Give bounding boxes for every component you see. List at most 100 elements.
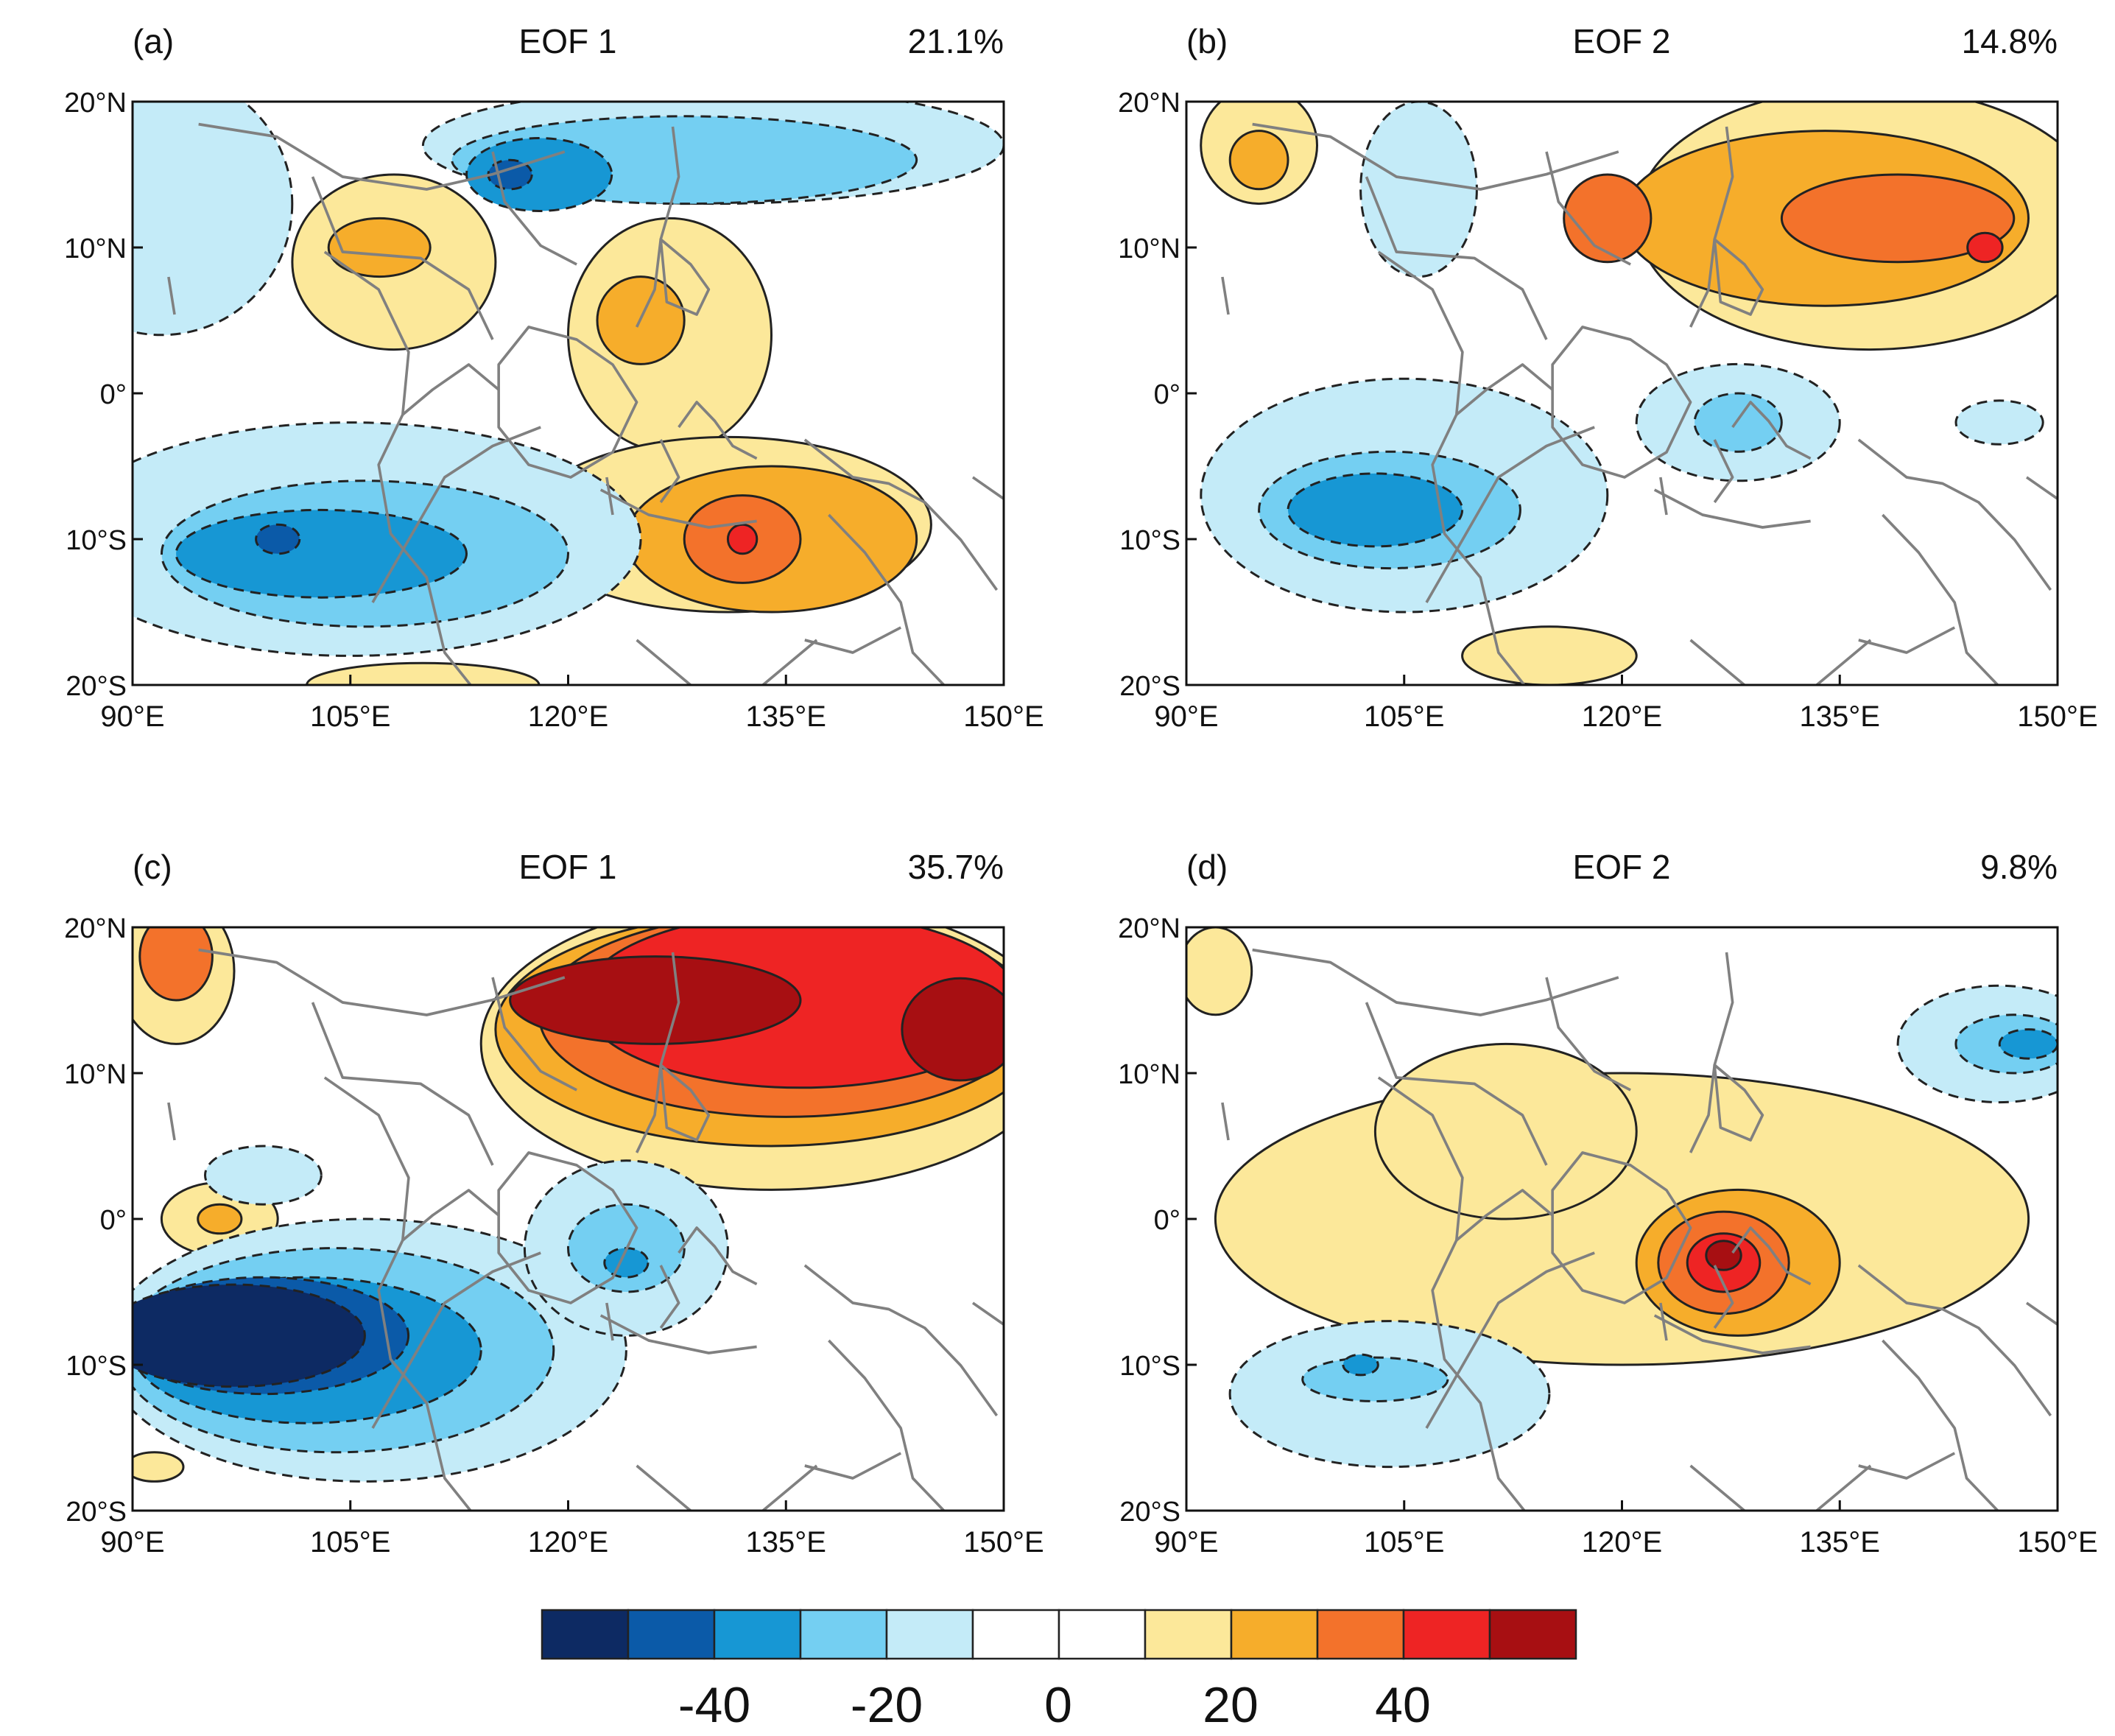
panel-b-fills bbox=[1200, 102, 2058, 685]
map-panel-b: (b) EOF 2 14.8% 20°N 10°N 0° 10°S 20°S 90°E 1… bbox=[1118, 22, 2098, 733]
panel-a-contour-region-17 bbox=[255, 523, 301, 555]
panel-c-contour-region-16 bbox=[133, 1283, 366, 1388]
panel-b-lon-tick-label: 150°E bbox=[2017, 700, 2097, 733]
panel-d-lat-tick-label: 10°S bbox=[1119, 1351, 1180, 1382]
panel-d-lat-tick-label: 10°N bbox=[1118, 1059, 1180, 1090]
panel-a-lon-tick-label: 120°E bbox=[528, 700, 608, 733]
panel-b-contour-region-13 bbox=[1693, 392, 1783, 453]
map-panel-c: (c) EOF 1 35.7% 20°N 10°N 0° 10°S 20°S 90°E 1… bbox=[64, 848, 1044, 1558]
colorbar-swatch-1 bbox=[541, 1609, 630, 1660]
panel-d-contour-region-7 bbox=[1186, 927, 1253, 1016]
panel-c-contour-region-10 bbox=[197, 1203, 243, 1235]
panel-b-lat-tick-label: 10°N bbox=[1118, 233, 1180, 264]
panel-c-lon-tick-label: 150°E bbox=[963, 1526, 1044, 1558]
panel-a-lat-tick-label: 20°N bbox=[64, 88, 127, 119]
panel-c-contour-region-11 bbox=[204, 1145, 323, 1206]
colorbar-swatch-7 bbox=[1058, 1609, 1147, 1660]
panel-d-contour-region-13 bbox=[1998, 1028, 2058, 1060]
colorbar-swatch-6 bbox=[971, 1609, 1060, 1660]
panel-b-contour-region-6 bbox=[1780, 173, 2016, 264]
panel-c-title: EOF 1 bbox=[519, 848, 617, 886]
panel-b-tag: (b) bbox=[1186, 22, 1228, 60]
panel-b-lat-ticks: 20°N 10°N 0° 10°S 20°S bbox=[1118, 88, 1197, 702]
panel-a-contour-region-13 bbox=[726, 523, 759, 555]
panel-d-lon-tick-label: 150°E bbox=[2017, 1526, 2097, 1558]
panel-c-lat-tick-label: 10°N bbox=[64, 1059, 127, 1090]
panel-b-contour-region-8 bbox=[1966, 231, 2004, 264]
colorbar-label-4: 20 bbox=[1203, 1677, 1259, 1733]
panel-b-lon-tick-label: 120°E bbox=[1582, 700, 1662, 733]
panel-c-lon-tick-label: 90°E bbox=[100, 1526, 164, 1558]
panel-c-tag: (c) bbox=[133, 848, 172, 886]
panel-b-lat-tick-label: 20°S bbox=[1119, 671, 1180, 702]
colorbar-swatch-4 bbox=[799, 1609, 888, 1660]
panel-b-contour-region-7 bbox=[1563, 173, 1653, 264]
panel-d-lat-tick-label: 20°N bbox=[1118, 913, 1180, 944]
panel-c-lat-tick-label: 20°S bbox=[66, 1497, 127, 1528]
panel-a-title: EOF 1 bbox=[519, 22, 617, 60]
colorbar-label-1: -40 bbox=[678, 1677, 750, 1733]
panel-c-lon-tick-label: 120°E bbox=[528, 1526, 608, 1558]
panel-d-lon-tick-label: 90°E bbox=[1154, 1526, 1218, 1558]
panel-c-lon-tick-label: 105°E bbox=[310, 1526, 390, 1558]
colorbar-swatch-9 bbox=[1230, 1609, 1319, 1660]
panel-a-lat-ticks: 20°N 10°N 0° 10°S 20°S bbox=[64, 88, 143, 702]
panel-b-lon-tick-label: 135°E bbox=[1800, 700, 1880, 733]
panel-d-lon-tick-label: 135°E bbox=[1800, 1526, 1880, 1558]
panel-a-contour-region-1 bbox=[133, 102, 294, 337]
panel-b-contour-region-3 bbox=[1359, 102, 1478, 278]
panel-a-lat-tick-label: 20°S bbox=[66, 671, 127, 702]
panel-b-title: EOF 2 bbox=[1573, 22, 1671, 60]
map-panel-d: (d) EOF 2 9.8% 20°N 10°N 0° 10°S 20°S 90°E 10… bbox=[1118, 848, 2098, 1558]
panel-c-lat-ticks: 20°N 10°N 0° 10°S 20°S bbox=[64, 913, 143, 1528]
panel-b-lat-tick-label: 20°N bbox=[1118, 88, 1180, 119]
colorbar-swatch-10 bbox=[1316, 1609, 1405, 1660]
colorbar-label-3: 0 bbox=[1044, 1677, 1072, 1733]
panel-a-lon-tick-label: 90°E bbox=[100, 700, 164, 733]
panel-b-contour-region-14 bbox=[1954, 399, 2044, 446]
panel-c-contour-region-2 bbox=[138, 927, 214, 1002]
colorbar-label-5: 40 bbox=[1375, 1677, 1431, 1733]
panel-d-contour-region-9 bbox=[1301, 1356, 1449, 1403]
panel-b-lat-tick-label: 0° bbox=[1154, 379, 1180, 410]
panel-b-lon-tick-label: 105°E bbox=[1364, 700, 1444, 733]
panel-d-variance: 9.8% bbox=[1980, 848, 2058, 886]
colorbar-swatch-3 bbox=[713, 1609, 802, 1660]
colorbar-swatch-8 bbox=[1144, 1609, 1233, 1660]
panel-c-contour-region-7 bbox=[509, 955, 802, 1045]
map-panel-a: (a) EOF 1 21.1% 20°N 10°N 0° 10°S 20°S 90°E 1… bbox=[64, 22, 1044, 733]
panel-d-lon-tick-label: 120°E bbox=[1582, 1526, 1662, 1558]
panel-c-lon-tick-label: 135°E bbox=[746, 1526, 826, 1558]
panel-c-lat-tick-label: 10°S bbox=[66, 1351, 127, 1382]
panel-a-tag: (a) bbox=[133, 22, 174, 60]
panel-d-contour-region-2 bbox=[1373, 1042, 1638, 1220]
colorbar: -40 -20 0 20 40 bbox=[541, 1609, 1577, 1733]
panel-c-fills bbox=[133, 927, 1004, 1483]
panel-b-variance: 14.8% bbox=[1962, 22, 2058, 60]
panel-d-fills bbox=[1186, 927, 2058, 1469]
panel-b-contour-region-15 bbox=[1461, 625, 1638, 685]
panel-b-contour-region-11 bbox=[1287, 472, 1464, 548]
panel-a-lat-tick-label: 10°S bbox=[66, 525, 127, 556]
panel-a-lon-tick-label: 135°E bbox=[746, 700, 826, 733]
colorbar-swatch-12 bbox=[1488, 1609, 1577, 1660]
panel-d-contour-region-10 bbox=[1342, 1353, 1379, 1377]
panel-c-lon-ticks: 90°E 105°E 120°E 135°E 150°E bbox=[100, 1500, 1044, 1558]
panel-a-lon-tick-label: 150°E bbox=[963, 700, 1044, 733]
panel-d-lon-ticks: 90°E 105°E 120°E 135°E 150°E bbox=[1154, 1500, 2098, 1558]
panel-c-lat-tick-label: 20°N bbox=[64, 913, 127, 944]
colorbar-boxes bbox=[541, 1609, 1577, 1660]
panel-a-contour-region-7 bbox=[327, 217, 432, 278]
panel-b-lat-tick-label: 10°S bbox=[1119, 525, 1180, 556]
panel-d-lat-ticks: 20°N 10°N 0° 10°S 20°S bbox=[1118, 913, 1197, 1528]
panel-d-lat-tick-label: 20°S bbox=[1119, 1497, 1180, 1528]
colorbar-swatch-11 bbox=[1402, 1609, 1491, 1660]
panel-d-title: EOF 2 bbox=[1573, 848, 1671, 886]
panel-c-contour-region-20 bbox=[133, 1451, 185, 1483]
colorbar-label-2: -20 bbox=[851, 1677, 923, 1733]
panel-c-contour-region-8 bbox=[901, 977, 1004, 1082]
panel-d-lon-tick-label: 105°E bbox=[1364, 1526, 1444, 1558]
panel-b-lon-tick-label: 90°E bbox=[1154, 700, 1218, 733]
panel-a-lon-ticks: 90°E 105°E 120°E 135°E 150°E bbox=[100, 675, 1044, 733]
